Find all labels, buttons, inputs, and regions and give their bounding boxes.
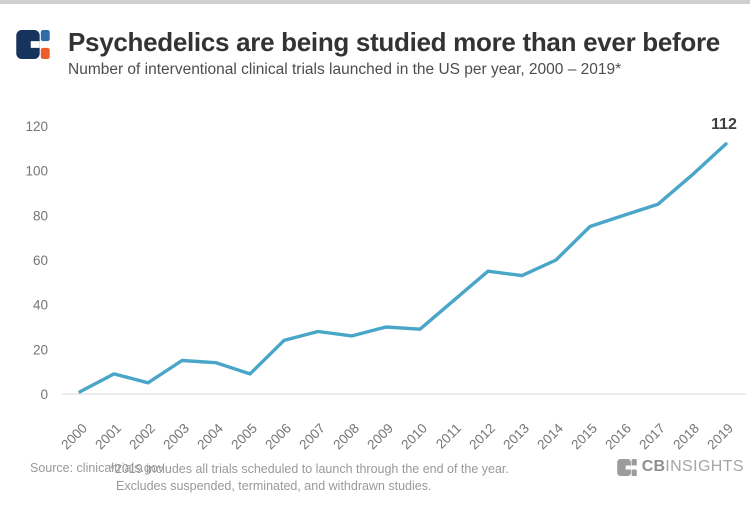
- brand-insights-text: INSIGHTS: [665, 458, 744, 475]
- x-axis-year-label: 2001: [92, 421, 124, 453]
- x-axis-year-label: 2009: [364, 421, 396, 453]
- x-axis-year-label: 2003: [160, 421, 192, 453]
- x-axis-year-label: 2018: [670, 421, 702, 453]
- chart-subtitle: Number of interventional clinical trials…: [68, 61, 622, 78]
- footnote-line-1: *2019 includes all trials scheduled to l…: [110, 462, 509, 476]
- y-axis-tick-label: 60: [33, 253, 48, 268]
- source-text: Source: clinicaltrials.gov: [30, 461, 165, 475]
- trials-line-series: [78, 142, 728, 394]
- brand-cb-text: CB: [641, 458, 666, 475]
- x-axis-year-label: 2006: [262, 421, 294, 453]
- y-axis-tick-label: 80: [33, 208, 48, 223]
- x-axis-year-label: 2000: [58, 421, 90, 453]
- y-axis-tick-label: 100: [25, 164, 48, 179]
- end-value-label: 112: [711, 116, 737, 133]
- cb-insights-logo-icon: [16, 30, 50, 59]
- x-axis-year-label: 2012: [466, 421, 498, 453]
- x-axis-year-label: 2007: [296, 421, 328, 453]
- footer-brand: CBINSIGHTS: [616, 458, 744, 476]
- top-accent-bar: [0, 0, 750, 4]
- x-axis-year-label: 2016: [602, 421, 634, 453]
- y-axis-tick-label: 120: [25, 119, 48, 134]
- x-axis-year-label: 2004: [194, 420, 226, 452]
- footnote: *2019 includes all trials scheduled to l…: [110, 461, 509, 495]
- y-axis-tick-label: 20: [33, 342, 48, 357]
- trials-line-chart: 0 20 40 60 80 100 120 2000 2001 2002 2003 2004 2005 2…: [0, 98, 750, 460]
- x-axis-year-label: 2002: [126, 421, 158, 453]
- x-axis-year-label: 2015: [568, 421, 600, 453]
- x-axis-year-label: 2008: [330, 421, 362, 453]
- x-axis-year-label: 2014: [534, 420, 566, 452]
- x-axis-year-label: 2013: [500, 421, 532, 453]
- x-axis-year-label: 2017: [636, 421, 668, 453]
- chart-title: Psychedelics are being studied more than…: [68, 27, 720, 57]
- x-axis-year-label: 2010: [398, 421, 430, 453]
- cb-insights-footer-logo-icon: [616, 458, 637, 476]
- footnote-line-2: Excludes suspended, terminated, and with…: [116, 479, 432, 493]
- x-axis-year-label: 2019: [704, 421, 736, 453]
- x-axis-year-label: 2005: [228, 421, 260, 453]
- x-axis-year-label: 2011: [433, 421, 464, 452]
- y-axis-tick-label: 40: [33, 298, 48, 313]
- y-axis-tick-label: 0: [40, 387, 48, 402]
- brand-wordmark: CBINSIGHTS: [642, 458, 744, 476]
